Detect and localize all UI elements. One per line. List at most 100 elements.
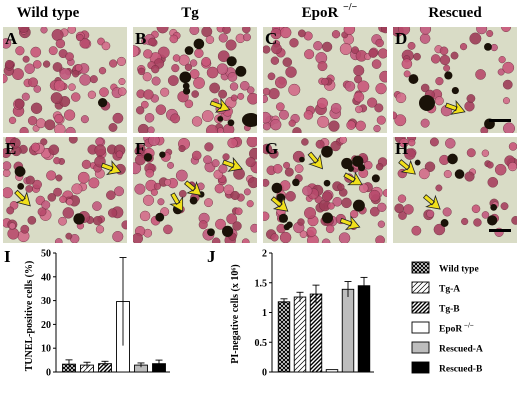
cell — [288, 83, 301, 96]
cell — [117, 87, 127, 96]
cell — [15, 46, 25, 56]
cell — [395, 92, 407, 104]
tunel-positive-cell — [414, 159, 421, 166]
cell — [217, 50, 230, 63]
tunel-positive-cell — [357, 163, 366, 172]
cell — [279, 27, 292, 39]
cell — [203, 155, 212, 165]
cell — [134, 146, 144, 156]
cell — [58, 216, 67, 226]
tunel-positive-cell — [484, 42, 492, 51]
cell — [218, 164, 228, 174]
cell — [62, 207, 74, 219]
cell — [3, 187, 14, 199]
tunel-positive-cell — [17, 182, 25, 190]
cell — [306, 226, 317, 237]
cell — [367, 97, 378, 108]
cell — [142, 72, 152, 82]
micrograph-panel-H: H — [393, 137, 517, 243]
cell — [418, 168, 430, 180]
cell — [114, 186, 125, 197]
cell — [54, 238, 63, 243]
cell — [42, 60, 51, 68]
cell — [303, 110, 314, 120]
cell — [211, 159, 220, 168]
cell — [151, 65, 160, 74]
cell — [28, 77, 39, 88]
cell — [215, 218, 226, 230]
cell — [285, 66, 297, 78]
cell — [439, 54, 451, 66]
cell — [283, 161, 291, 169]
tunel-positive-cell — [419, 95, 435, 111]
tunel-positive-cell — [440, 219, 449, 227]
arrowhead-marker — [343, 171, 363, 186]
tunel-positive-cell — [184, 46, 194, 55]
cell — [44, 119, 56, 131]
bar-rescued-a — [341, 288, 355, 373]
cell — [445, 138, 456, 149]
column-header-epor-superscript: −/− — [343, 2, 357, 13]
cell — [322, 41, 333, 52]
cell — [133, 233, 144, 243]
arrowhead-marker — [339, 215, 361, 231]
cell — [3, 74, 8, 84]
cell — [397, 194, 407, 203]
cell-cluster — [393, 27, 516, 133]
cell — [317, 115, 330, 128]
cell — [377, 202, 387, 212]
cell — [147, 126, 155, 133]
cell — [471, 204, 481, 214]
cell — [191, 150, 202, 161]
cell — [31, 142, 41, 152]
cell — [288, 119, 296, 127]
cell — [502, 61, 515, 74]
column-header-wild-type: Wild type — [17, 5, 80, 21]
tunel-positive-cell — [322, 212, 333, 224]
cell — [27, 116, 38, 126]
cell — [459, 43, 468, 51]
cell — [442, 207, 452, 217]
cell — [3, 38, 12, 49]
tunel-positive-cell — [278, 213, 289, 223]
cell — [243, 188, 251, 196]
cell — [178, 145, 186, 153]
cell — [92, 215, 103, 226]
cell — [143, 89, 154, 100]
column-header-epor-text: EpoR — [302, 5, 339, 21]
cell — [99, 87, 109, 97]
cell — [330, 140, 341, 152]
cell — [184, 99, 194, 109]
cell — [9, 137, 21, 149]
cell — [461, 217, 469, 226]
cell — [118, 77, 126, 86]
cell — [374, 103, 384, 113]
arrowhead-marker — [209, 97, 231, 113]
cell — [270, 56, 280, 65]
cell — [271, 43, 282, 55]
cell — [218, 33, 228, 43]
panel-letter-C: C — [265, 29, 277, 48]
arrowhead-marker — [444, 99, 466, 115]
cell — [204, 198, 213, 208]
cell — [40, 138, 48, 146]
cell — [50, 92, 63, 105]
cell — [267, 72, 276, 81]
cell — [351, 46, 359, 54]
cell — [269, 149, 279, 159]
cell — [206, 66, 219, 79]
cell — [8, 116, 17, 125]
cell — [230, 190, 240, 201]
cell — [55, 38, 66, 49]
cell — [18, 27, 30, 33]
legend-swatch — [411, 301, 430, 314]
cell — [167, 161, 175, 169]
cell — [169, 34, 179, 44]
micrograph-panel-D: D — [393, 27, 517, 133]
cell — [66, 198, 74, 206]
cell — [76, 33, 84, 42]
legend-item-wild-type: Wild type — [411, 261, 479, 275]
cell — [67, 27, 77, 34]
cell — [476, 27, 488, 35]
cell — [480, 126, 489, 133]
